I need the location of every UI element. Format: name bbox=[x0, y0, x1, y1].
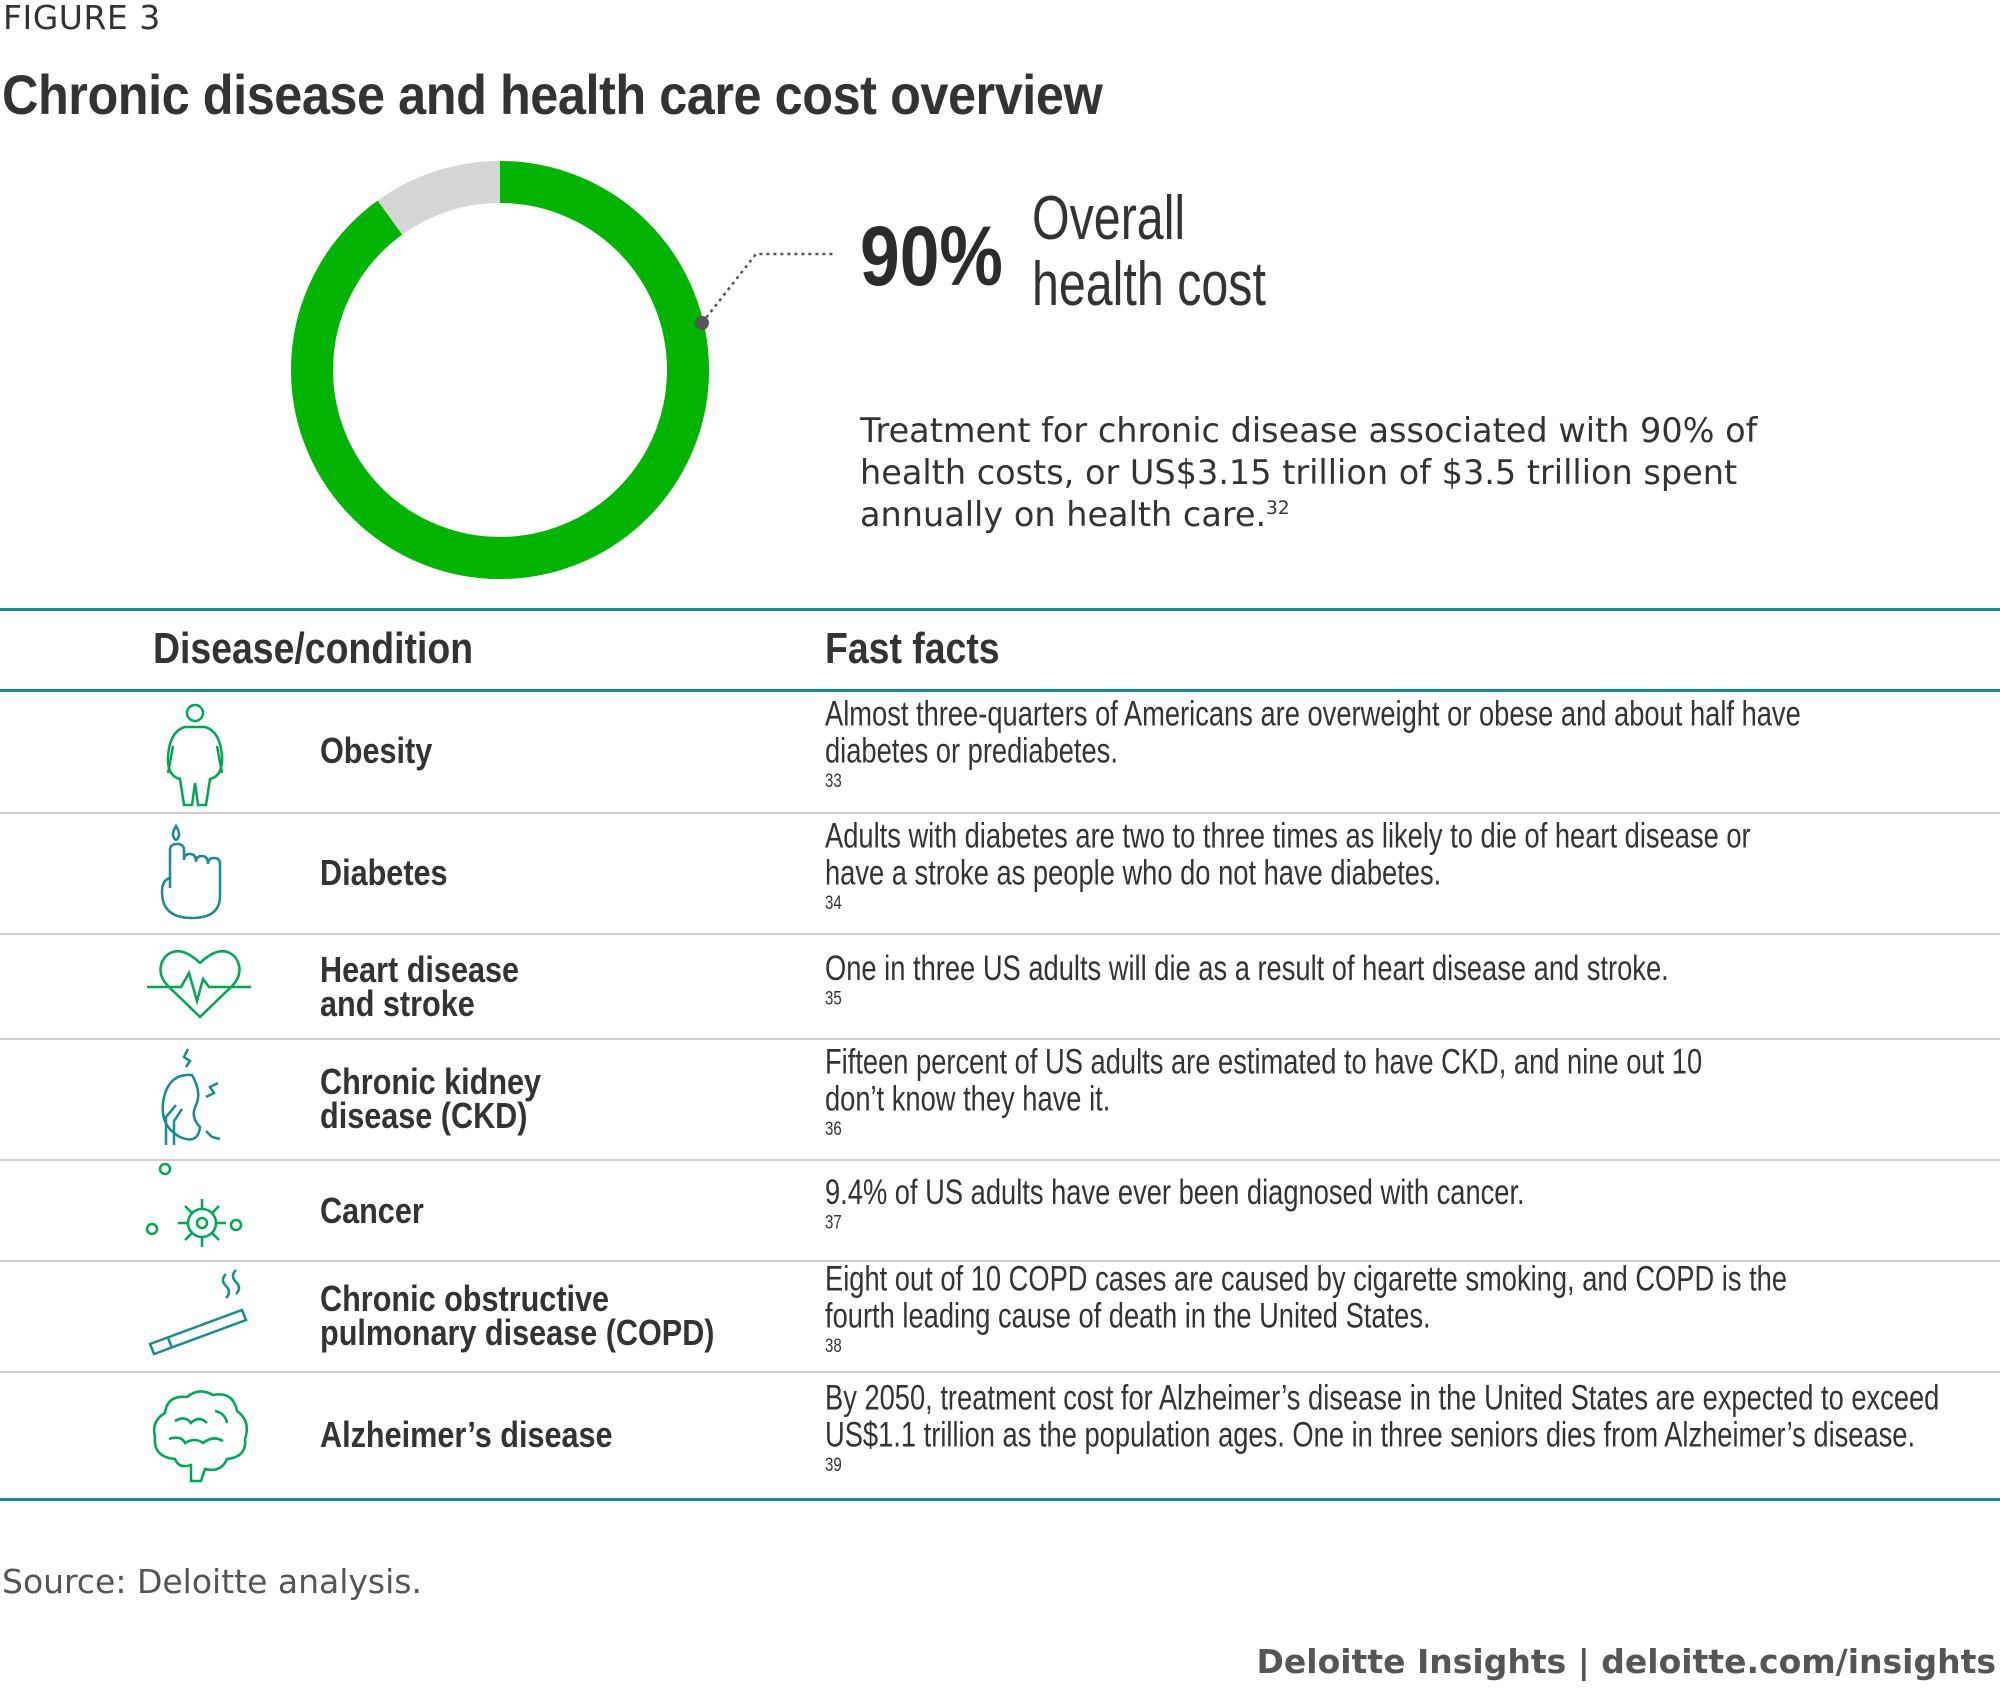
footnote-ref: 33 bbox=[825, 770, 842, 792]
cigarette-icon bbox=[148, 1269, 248, 1356]
table-row: Chronic kidney disease (CKD) Fifteen per… bbox=[0, 1040, 2000, 1159]
description-line: annually on health care.32 bbox=[860, 495, 1290, 534]
condition-name: Cancer bbox=[320, 1190, 424, 1231]
figure-title: Chronic disease and health care cost ove… bbox=[2, 63, 1103, 126]
fast-fact: One in three US adults will die as a res… bbox=[825, 949, 1669, 1010]
footnote-ref: 39 bbox=[825, 1454, 842, 1476]
table-bottom-rule bbox=[0, 1498, 2000, 1501]
column-header-facts: Fast facts bbox=[825, 624, 1000, 673]
footnote-ref: 35 bbox=[825, 988, 842, 1010]
row-divider bbox=[0, 1260, 2000, 1262]
kidney-icon bbox=[161, 1048, 221, 1145]
fast-fact: 9.4% of US adults have ever been diagnos… bbox=[825, 1173, 1525, 1234]
leader-line bbox=[695, 252, 836, 330]
donut-filled-arc bbox=[291, 161, 709, 579]
fast-fact: Adults with diabetes are two to three ti… bbox=[825, 816, 1751, 914]
percent-value: 90% bbox=[860, 209, 1003, 303]
condition-name: Heart disease and stroke bbox=[320, 949, 520, 1024]
condition-name: Chronic kidney disease (CKD) bbox=[320, 1061, 542, 1136]
description-line: Treatment for chronic disease associated… bbox=[860, 411, 1758, 450]
row-divider bbox=[0, 1371, 2000, 1373]
heart-icon bbox=[147, 950, 251, 1019]
diabetes-icon bbox=[160, 823, 222, 920]
brain-icon bbox=[152, 1390, 248, 1483]
table-row: Alzheimer’s disease By 2050, treatment c… bbox=[0, 1373, 2000, 1498]
cancer-cell-icon bbox=[145, 1162, 243, 1247]
description-line: health costs, or US$3.15 trillion of $3.… bbox=[860, 453, 1738, 492]
percent-label-line1: Overall bbox=[1032, 184, 1186, 253]
table-row: Obesity Almost three-quarters of America… bbox=[0, 691, 2000, 812]
condition-name: Obesity bbox=[320, 730, 433, 771]
fast-fact: Fifteen percent of US adults are estimat… bbox=[825, 1042, 1703, 1140]
donut-chart bbox=[291, 161, 709, 579]
footnote-ref: 38 bbox=[825, 1335, 842, 1357]
table-row: Heart disease and stroke One in three US… bbox=[0, 935, 2000, 1038]
table-header-rule bbox=[0, 689, 2000, 692]
percent-label-line2: health cost bbox=[1032, 250, 1266, 319]
percent-label: Overall health cost bbox=[1032, 186, 1266, 318]
source-note: Source: Deloitte analysis. bbox=[2, 1562, 422, 1601]
brand-footer: Deloitte Insights | deloitte.com/insight… bbox=[1256, 1642, 1996, 1681]
row-divider bbox=[0, 1159, 2000, 1161]
table-row: Chronic obstructive pulmonary disease (C… bbox=[0, 1259, 2000, 1371]
footnote-ref: 32 bbox=[1266, 497, 1290, 519]
table-row: Diabetes Adults with diabetes are two to… bbox=[0, 814, 2000, 933]
table-top-rule bbox=[0, 608, 2000, 611]
footnote-ref: 36 bbox=[825, 1118, 842, 1140]
condition-name: Alzheimer’s disease bbox=[320, 1414, 613, 1455]
table-row: Cancer 9.4% of US adults have ever been … bbox=[0, 1161, 2000, 1260]
fast-fact: Almost three-quarters of Americans are o… bbox=[825, 694, 1801, 792]
row-divider bbox=[0, 812, 2000, 814]
row-divider bbox=[0, 1038, 2000, 1040]
footnote-ref: 37 bbox=[825, 1212, 842, 1234]
obesity-icon bbox=[166, 703, 224, 807]
description: Treatment for chronic disease associated… bbox=[860, 410, 1860, 536]
fast-fact: By 2050, treatment cost for Alzheimer’s … bbox=[825, 1378, 1940, 1476]
row-divider bbox=[0, 933, 2000, 935]
footnote-ref: 34 bbox=[825, 892, 842, 914]
condition-name: Chronic obstructive pulmonary disease (C… bbox=[320, 1278, 715, 1353]
column-header-condition: Disease/condition bbox=[153, 624, 474, 673]
condition-name: Diabetes bbox=[320, 852, 448, 893]
figure-label: FIGURE 3 bbox=[3, 0, 161, 37]
fast-fact: Eight out of 10 COPD cases are caused by… bbox=[825, 1259, 1788, 1357]
